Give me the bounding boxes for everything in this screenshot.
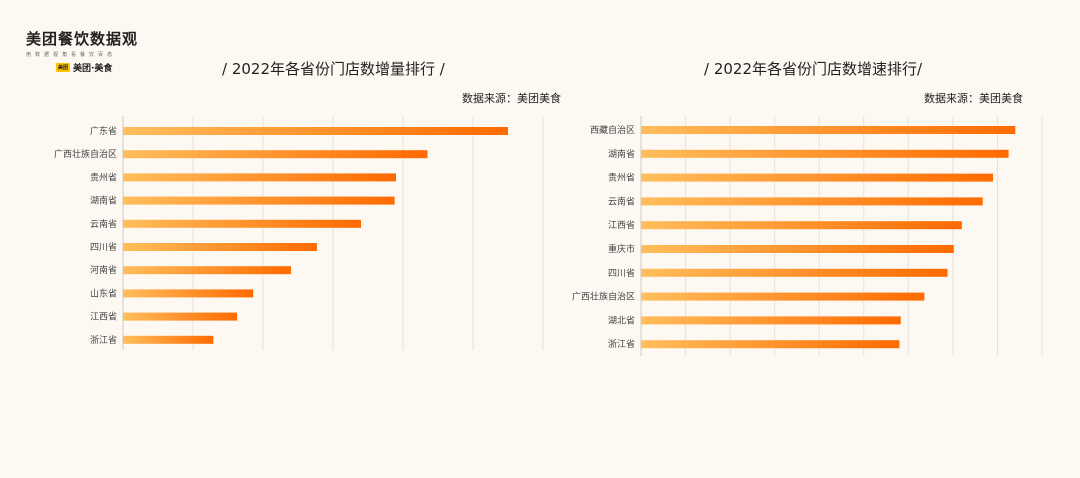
- category-label: 贵州省: [608, 172, 635, 184]
- meituan-logo-text: 美团·美食: [73, 64, 113, 74]
- category-label: 浙江省: [608, 338, 635, 350]
- bar: [123, 243, 317, 251]
- category-label: 江西省: [90, 311, 117, 323]
- category-label: 江西省: [608, 219, 635, 231]
- category-label: 云南省: [608, 195, 635, 207]
- category-label: 湖北省: [608, 314, 635, 326]
- chart-title-increment: / 2022年各省份门店数增量排行 /: [222, 60, 445, 78]
- category-label: 四川省: [90, 241, 117, 253]
- category-label: 浙江省: [90, 334, 117, 346]
- bar: [123, 173, 396, 182]
- meituan-badge-icon: 美团: [56, 63, 71, 72]
- bar: [123, 289, 254, 298]
- category-label: 贵州省: [90, 171, 117, 183]
- meituan-logo: 美团 美团·美食: [56, 61, 138, 74]
- category-label: 广西壮族自治区: [572, 291, 635, 303]
- bar: [123, 266, 291, 275]
- chart-title-growth: / 2022年各省份门店数增速排行/: [704, 60, 923, 78]
- bar: [641, 292, 925, 301]
- bar: [641, 173, 993, 182]
- bar: [641, 126, 1016, 134]
- chart-source-increment: 数据来源：美团美食: [462, 92, 561, 105]
- category-label: 山东省: [90, 287, 117, 299]
- bar: [641, 221, 962, 230]
- brand-logo: 美团餐饮数据观 用数据视角看餐饮百态 美团 美团·美食: [26, 28, 138, 74]
- bar: [641, 316, 901, 325]
- brand-title: 美团餐饮数据观: [26, 30, 139, 48]
- bar: [641, 268, 948, 277]
- category-label: 重庆市: [608, 243, 635, 255]
- brand-subtitle: 用数据视角看餐饮百态: [26, 52, 117, 58]
- category-label: 湖南省: [608, 148, 635, 160]
- category-label: 湖南省: [90, 195, 117, 207]
- bar: [123, 127, 508, 135]
- bar: [641, 245, 954, 253]
- category-label: 广东省: [90, 125, 117, 137]
- bar: [641, 149, 1009, 158]
- category-label: 四川省: [608, 267, 635, 279]
- bar: [123, 219, 361, 228]
- bar: [641, 197, 983, 206]
- bar: [123, 150, 428, 159]
- chart-source-growth: 数据来源：美团美食: [924, 92, 1023, 105]
- bar: [123, 312, 238, 321]
- bar: [123, 335, 214, 344]
- category-label: 西藏自治区: [590, 124, 635, 136]
- category-label: 河南省: [90, 264, 117, 276]
- category-label: 云南省: [90, 218, 117, 230]
- bar: [123, 196, 395, 205]
- bar: [641, 340, 900, 349]
- category-label: 广西壮族自治区: [54, 148, 117, 160]
